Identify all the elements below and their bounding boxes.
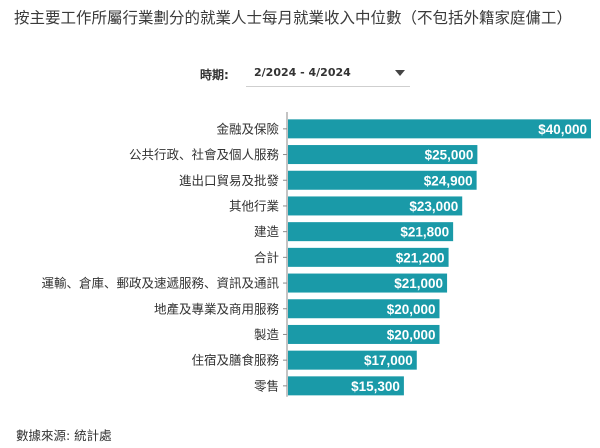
bar-value-label: $21,800 [400,225,449,240]
bar-value-label: $40,000 [538,122,587,137]
bar-value-label: $17,000 [364,353,413,368]
category-label: 運輸、倉庫、郵政及速遞服務、資訊及通訊 [41,276,279,291]
bar[interactable] [288,145,478,165]
bar[interactable] [288,196,463,216]
category-label: 金融及保險 [216,121,279,136]
chevron-down-icon[interactable] [395,70,405,76]
bar-value-label: $20,000 [387,327,436,342]
bar[interactable] [288,273,448,293]
period-select[interactable]: 2/2024 - 4/2024 [246,58,410,87]
category-label: 建造 [254,224,280,239]
category-label: 公共行政、社會及個人服務 [129,147,280,162]
category-label: 零售 [254,378,279,393]
bar-value-label: $20,000 [387,302,436,317]
category-label: 住宿及膳食服務 [191,353,279,368]
bar[interactable] [288,222,454,242]
bar[interactable] [288,119,591,139]
bar[interactable] [288,170,477,190]
period-label: 時期: [200,68,229,82]
category-label: 地產及專業及商用服務 [154,301,280,316]
bar[interactable] [288,247,449,267]
category-label: 進出口貿易及批發 [179,173,280,188]
bar[interactable] [288,350,417,370]
bar-value-label: $23,000 [409,199,458,214]
bar-value-label: $25,000 [425,148,474,163]
chart-title: 按主要工作所屬行業劃分的就業人士每月就業收入中位數（不包括外籍家庭傭工） [14,9,573,27]
bar-chart: 金融及保險 $40,000 公共行政、社會及個人服務 $25,000 進出口貿易及批發 $… [41,112,591,397]
bar[interactable] [288,324,440,344]
category-label: 其他行業 [229,198,280,213]
bar[interactable] [288,376,404,396]
bar-value-label: $15,300 [351,379,400,394]
data-source: 數據來源: 統計處 [16,428,112,443]
bar-value-label: $21,200 [396,250,445,265]
category-label: 製造 [254,327,280,342]
bar-value-label: $21,000 [394,276,443,291]
bar-value-label: $24,900 [424,173,473,188]
category-label: 合計 [254,250,279,265]
bar[interactable] [288,299,440,319]
period-select-value: 2/2024 - 4/2024 [254,66,351,79]
